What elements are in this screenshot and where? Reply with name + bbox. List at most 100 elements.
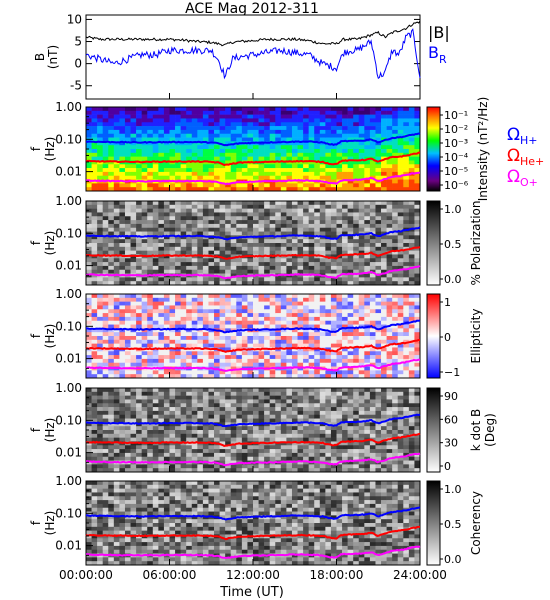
spectrum-cell [375,294,382,299]
spectrum-cell [197,336,204,341]
spectrum-cell [303,235,309,240]
spectrum-cell [124,235,131,240]
spectrum-cell [258,395,265,400]
spectrum-cell [264,301,270,306]
spectrum-cell [275,156,282,161]
spectrum-cell [375,301,382,306]
spectrum-cell [169,336,176,341]
spectrum-cell [303,347,309,352]
spectrum-cell [175,456,181,461]
spectrum-cell [342,374,348,379]
spectrum-cell [141,313,148,318]
spectrum-cell [269,410,276,416]
spectrum-cell [291,422,298,427]
spectrum-cell [225,239,232,244]
spectrum-cell [386,183,393,188]
spectrum-cell [113,216,120,221]
spectrum-cell [397,223,404,229]
spectrum-cell [169,269,176,274]
spectrum-cell [275,122,282,127]
spectrum-cell [369,366,376,371]
spectrum-cell [325,258,332,263]
spectrum-cell [147,362,154,367]
spectrum-cell [202,187,209,192]
spectrum-cell [180,231,187,236]
spectrum-cell [186,414,193,419]
spectrum-cell [264,294,270,299]
spectrum-cell [280,355,287,360]
spectrum-cell [241,168,248,173]
spectrum-cell [264,110,270,115]
spectrum-cell [108,149,115,154]
spectrum-cell [336,137,343,142]
spectrum-cell [325,336,332,341]
spectrum-cell [397,156,404,161]
spectrum-cell [147,388,154,393]
spectrum-cell [191,294,198,299]
spectrum-cell [97,235,103,240]
spectrum-cell [197,433,204,438]
spectrum-cell [236,388,243,393]
spectrum-cell [141,239,148,244]
spectrum-cell [214,171,220,177]
spectrum-cell [297,324,304,329]
spectrum-cell [108,107,115,112]
colorbar-tick-label: 10⁻⁵ [444,165,468,178]
spectrum-cell [386,258,393,263]
spectrum-cell [202,355,209,360]
spectrum-cell [375,336,382,341]
spectrum-cell [397,231,404,236]
spectrum-cell [269,464,276,469]
spectrum-cell [392,201,399,206]
spectrum-cell [280,343,287,348]
spectrum-cell [308,239,315,244]
spectrum-cell [325,309,332,314]
spectrum-cell [241,223,248,229]
spectrum-cell [280,265,287,271]
spectrum-cell [275,152,282,157]
spectrum-cell [381,343,387,348]
spectrum-cell [392,355,399,360]
spectrum-cell [375,355,382,360]
spectrum-cell [191,201,198,206]
spectrum-cell [347,294,354,299]
spectrum-cell [291,258,298,263]
spectrum-cell [202,343,209,348]
spectrum-cell [414,141,421,146]
spectrum-cell [275,277,282,282]
spectrum-cell [119,110,126,115]
spectrum-cell [208,433,215,438]
spectrum-cell [102,208,109,213]
spectrum-cell [152,437,159,442]
spectrum-cell [208,243,215,248]
spectrum-cell [286,235,293,240]
spectrum-cell [286,156,293,161]
spectrum-cell [225,187,232,192]
legend-b-radial: BR [428,43,447,66]
spectrum-cell [264,223,270,229]
spectrum-cell [202,168,209,173]
spectrum-cell [130,437,137,442]
spectrum-cell [219,212,226,217]
spectrum-cell [141,269,148,274]
spectrum-cell [325,118,332,123]
spectrum-cell [286,152,293,157]
spectrum-cell [364,336,371,341]
spectrum-cell [286,133,293,138]
spectrum-cell [342,294,348,299]
spectrum-cell [163,212,170,217]
spectrum-cell [136,243,142,248]
spectrum-cell [397,133,404,138]
spectrum-cell [197,118,204,123]
spectrum-cell [219,137,226,142]
spectrum-cell [180,332,187,337]
spectrum-cell [186,220,193,225]
spectrum-cell [225,258,232,263]
spectrum-cell [169,422,176,427]
spectrum-cell [319,212,326,217]
spectrum-cell [291,164,298,169]
spectrum-cell [91,133,98,138]
spectrum-cell [124,324,131,329]
spectrum-cell [291,358,298,364]
spectrum-cell [330,235,337,240]
